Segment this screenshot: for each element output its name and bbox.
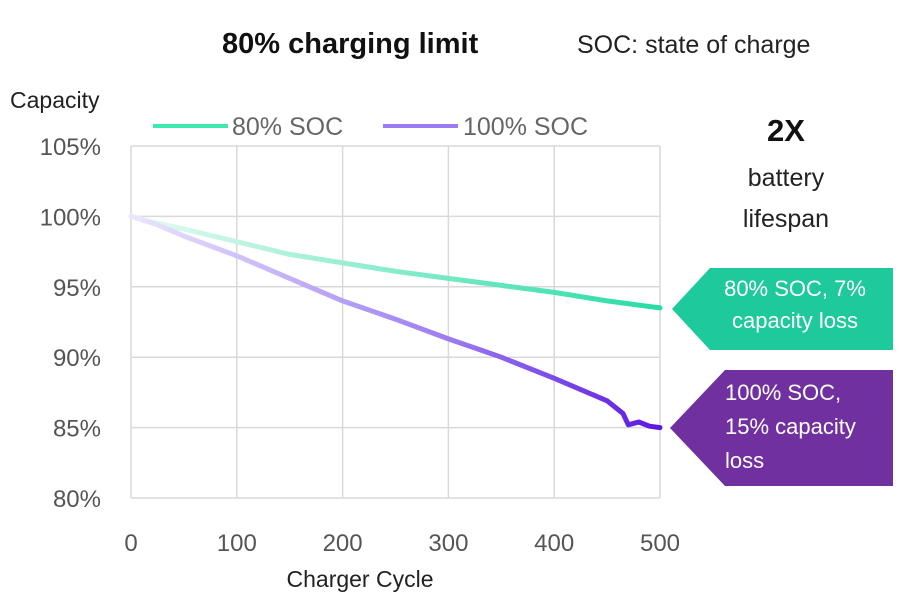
x-tick-label: 400 (534, 530, 574, 557)
y-tick-label: 80% (53, 486, 101, 513)
x-axis-label: Charger Cycle (287, 566, 434, 592)
y-tick-label: 105% (40, 134, 101, 161)
lifespan-line-2: lifespan (743, 205, 829, 233)
chart-subtitle: SOC: state of charge (577, 31, 810, 59)
x-tick-label: 200 (323, 530, 363, 557)
callouts: 80% SOC, 7% capacity loss 100% SOC, 15% cap… (670, 268, 893, 486)
x-tick-label: 100 (217, 530, 257, 557)
series-lines (128, 213, 663, 431)
series-line-100-soc (128, 213, 663, 431)
legend: 80% SOC 100% SOC (153, 113, 588, 141)
chart-title: 80% charging limit (222, 28, 479, 60)
lifespan-multiplier: 2X (767, 113, 805, 148)
y-tick-label: 95% (53, 275, 101, 302)
x-tick-label: 300 (428, 530, 468, 557)
callout-80-text: capacity loss (732, 308, 858, 333)
callout-80-soc (672, 268, 893, 350)
legend-label: 100% SOC (463, 113, 588, 141)
y-axis-label: Capacity (10, 87, 100, 113)
x-tick-label: 500 (640, 530, 680, 557)
callout-80-text: 80% SOC, 7% (724, 276, 866, 301)
series-line-80-soc (128, 213, 663, 311)
callout-100-text: 15% capacity (725, 414, 856, 439)
tick-labels: 0 100 200 300 400 500 80% 85% 90% 95% 100% 105% (40, 134, 680, 557)
grid (130, 145, 661, 499)
y-tick-label: 100% (40, 204, 101, 231)
lifespan-line-1: battery (748, 164, 825, 192)
legend-label: 80% SOC (232, 113, 343, 141)
callout-100-soc (670, 370, 893, 486)
y-tick-label: 90% (53, 345, 101, 372)
callout-100-text: 100% SOC, (725, 380, 841, 405)
y-tick-label: 85% (53, 416, 101, 443)
callout-100-text: loss (725, 448, 764, 473)
x-tick-label: 0 (124, 530, 137, 557)
